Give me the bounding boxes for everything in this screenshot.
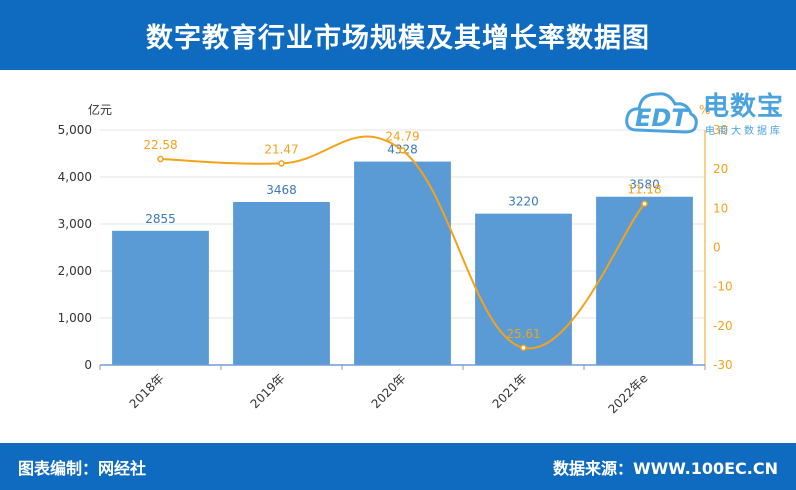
bar-value-label: 3580: [629, 178, 660, 192]
bar: [596, 196, 693, 365]
y-right-tick-label: -30: [713, 358, 733, 372]
line-value-label: 21.47: [264, 142, 298, 156]
bar-value-label: 2855: [145, 212, 176, 226]
chart-area: 0 1,000 2,000 3,000 4,000 5,000 -30 -20 -10 0 10 20…: [0, 70, 796, 443]
y-left-tick-label: 4,000: [58, 170, 92, 184]
line-value-label: 22.58: [143, 138, 177, 152]
line-point: [520, 344, 527, 352]
bar: [475, 213, 572, 365]
x-tick-label: 2022年e: [605, 371, 650, 416]
line-point: [278, 160, 285, 167]
logo: EDT 电数宝 电商大数据库: [625, 82, 795, 137]
footer-bar: 图表编制：网经社 数据来源：WWW.100EC.CN: [0, 443, 796, 490]
x-tick-label: 2020年: [369, 371, 409, 411]
y-left-tick-label: 2,000: [58, 264, 92, 278]
logo-name: 电数宝: [703, 92, 785, 122]
x-tick-label: 2019年: [248, 371, 288, 411]
line-point: [641, 200, 648, 207]
title-bar: 数字教育行业市场规模及其增长率数据图: [0, 0, 796, 70]
chart-svg: 0 1,000 2,000 3,000 4,000 5,000 -30 -20 -10 0 10 20…: [58, 102, 733, 416]
y-right-tick-label: 20: [713, 162, 728, 176]
line-value-label: 24.79: [385, 129, 419, 143]
y-right-tick-label: 10: [713, 201, 728, 215]
y-right-tick-label: -20: [713, 319, 733, 333]
bar: [354, 161, 451, 365]
growth-rate-line: [160, 135, 646, 350]
logo-subtitle: 电商大数据库: [705, 126, 783, 137]
y-right-unit: %: [699, 103, 710, 117]
y-left-tick-label: 3,000: [58, 217, 92, 231]
x-tick-label: 2018年: [127, 371, 167, 411]
y-right-tick-label: -10: [713, 280, 733, 294]
y-right-tick-label: 0: [713, 241, 721, 255]
page-title: 数字教育行业市场规模及其增长率数据图: [146, 22, 650, 54]
bar: [233, 202, 330, 365]
y-right-tick-label: 30: [713, 123, 728, 137]
y-left-tick-label: 1,000: [58, 311, 92, 325]
footer-source: 数据来源：WWW.100EC.CN: [552, 458, 778, 478]
y-left-tick-label: 0: [84, 358, 92, 372]
cloud-logo-icon: [625, 92, 698, 134]
logo-mark: EDT: [635, 104, 688, 132]
line-value-label: 11.18: [627, 183, 661, 197]
bar: [112, 230, 209, 365]
line-point: [157, 155, 164, 163]
line-value-label: 25.61: [506, 327, 540, 341]
y-left-tick-label: 5,000: [58, 123, 92, 137]
bar-value-label: 3220: [508, 195, 539, 209]
x-tick-label: 2021年: [490, 371, 530, 411]
footer-credit: 图表编制：网经社: [18, 458, 147, 478]
line-point: [399, 147, 406, 154]
bar-value-label: 3468: [266, 183, 297, 197]
y-left-unit: 亿元: [88, 102, 112, 117]
